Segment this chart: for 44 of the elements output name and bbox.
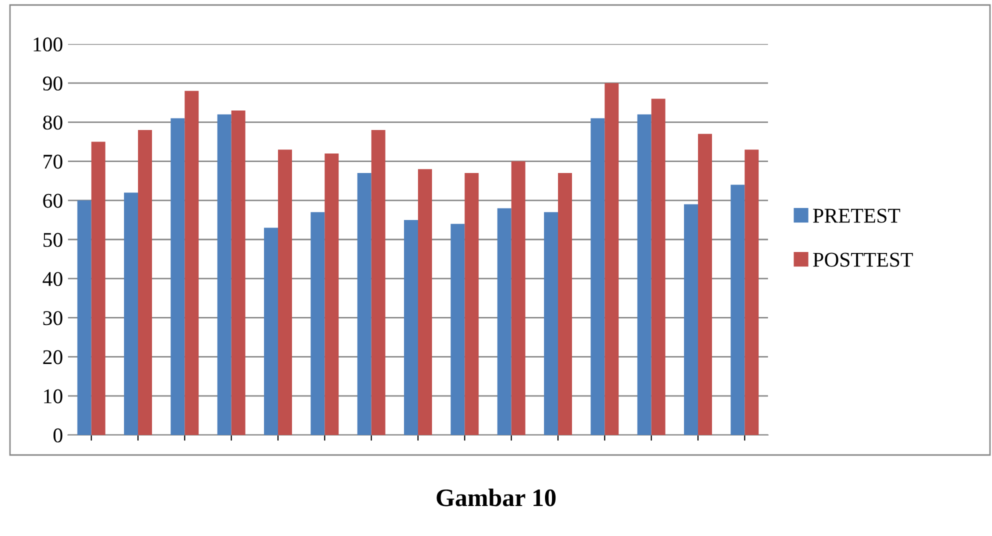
y-tick-label: 60 xyxy=(43,194,62,208)
y-tick-label: 90 xyxy=(42,76,62,91)
y-tick-label: 100 xyxy=(34,37,62,52)
bar xyxy=(684,204,698,435)
bar xyxy=(324,153,339,435)
bar xyxy=(558,173,572,435)
bar xyxy=(511,161,526,435)
bar xyxy=(590,118,605,435)
bar xyxy=(231,110,246,435)
y-tick-label: 30 xyxy=(43,311,62,326)
bar xyxy=(730,184,745,435)
bar xyxy=(744,150,759,435)
bar xyxy=(184,90,199,435)
bar xyxy=(450,224,465,435)
y-tick-label: 40 xyxy=(42,272,62,286)
y-tick-label: 50 xyxy=(44,232,62,247)
y-tick-label: 10 xyxy=(44,389,62,404)
bar xyxy=(91,142,106,435)
bar xyxy=(544,212,558,435)
text: Gambar 10 xyxy=(436,488,556,506)
bar xyxy=(278,150,292,435)
bar xyxy=(651,98,666,435)
bar xyxy=(404,220,418,435)
bar xyxy=(497,208,512,435)
y-tick-label: 0 xyxy=(54,428,62,442)
bar xyxy=(464,173,479,435)
legend-label: PRETEST xyxy=(813,208,900,223)
bar xyxy=(77,200,92,435)
bar xyxy=(357,173,372,435)
y-tick-label: 80 xyxy=(43,116,62,130)
bar xyxy=(217,114,232,435)
y-tick-label: 20 xyxy=(43,350,62,364)
bar xyxy=(124,192,138,435)
bar xyxy=(698,134,712,435)
bar xyxy=(371,130,386,435)
bar xyxy=(418,169,432,435)
bar xyxy=(637,114,652,435)
bar xyxy=(264,228,278,435)
y-tick-label: 70 xyxy=(44,154,62,169)
bar xyxy=(310,212,325,435)
bar xyxy=(604,83,619,435)
legend-label: POSTTEST xyxy=(813,252,913,267)
bar xyxy=(138,130,152,435)
bar xyxy=(170,118,185,435)
